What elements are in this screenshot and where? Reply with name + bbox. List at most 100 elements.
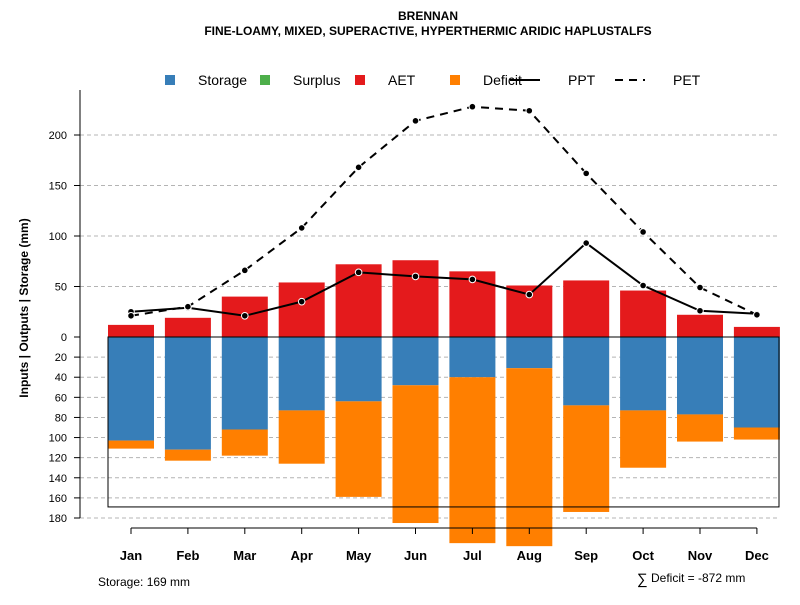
y-tick-label: 140	[49, 473, 67, 485]
storage-bar	[449, 337, 496, 378]
pet-point	[753, 310, 761, 319]
aet-bar	[392, 260, 439, 337]
storage-bar	[733, 337, 780, 428]
storage-bar	[108, 337, 154, 441]
storage-note: Storage: 169 mm	[98, 575, 190, 589]
deficit-bar	[677, 414, 723, 442]
pet-line	[130, 105, 758, 317]
ppt-point	[582, 239, 591, 247]
legend-swatch	[260, 75, 270, 85]
chart-title: BRENNAN	[398, 9, 458, 23]
x-tick-label: Feb	[176, 548, 199, 563]
y-tick-label: 40	[55, 372, 67, 384]
pet-point	[639, 228, 647, 236]
pet-point	[354, 163, 363, 172]
legend-label: AET	[388, 72, 416, 88]
x-tick-label: Apr	[291, 548, 313, 563]
storage-bar	[620, 337, 667, 411]
legend-swatch	[355, 75, 365, 85]
y-tick-label: 120	[49, 453, 67, 465]
chart-subtitle: FINE-LOAMY, MIXED, SUPERACTIVE, HYPERTHE…	[204, 24, 651, 38]
y-tick-label: 20	[55, 352, 67, 364]
ppt-point	[696, 306, 704, 315]
deficit-bar	[449, 377, 496, 544]
storage-bar	[164, 337, 211, 450]
y-axis-label: Inputs | Outputs | Storage (mm)	[17, 218, 31, 397]
ppt-point	[297, 297, 306, 306]
y-tick-label: 160	[49, 493, 67, 505]
ppt-point	[468, 275, 477, 284]
y-tick-label: 60	[55, 392, 67, 404]
deficit-bar	[733, 427, 780, 440]
pet-point	[127, 311, 135, 320]
storage-capacity-box	[107, 336, 780, 508]
x-tick-label: Jan	[120, 548, 142, 563]
deficit-bar	[335, 401, 382, 497]
x-tick-label: Aug	[517, 548, 542, 563]
ppt-line	[130, 241, 757, 317]
axes: 0 50 100 150 200 20 40 60 80 100 120 140 160 180 Jan Fe…	[49, 90, 769, 563]
y-tick-label: 150	[49, 181, 67, 193]
x-tick-label: Oct	[632, 548, 654, 563]
legend: Storage Surplus AET Deficit PPT PET	[165, 72, 701, 88]
pet-point	[525, 106, 534, 115]
aet-bar	[278, 282, 325, 337]
storage-bar	[335, 337, 382, 402]
y-tick-label: 180	[49, 513, 67, 525]
y-tick-label: 0	[61, 332, 67, 344]
legend-label: PET	[673, 72, 701, 88]
deficit-bar	[392, 385, 439, 524]
storage-bar	[506, 337, 553, 369]
legend-label: PPT	[568, 72, 596, 88]
ppt-point	[525, 290, 534, 299]
y-tick-label: 100	[49, 433, 67, 445]
legend-label: Surplus	[293, 72, 340, 88]
ppt-point	[241, 311, 249, 320]
bars	[107, 260, 780, 547]
storage-bar	[677, 337, 723, 415]
pet-point	[582, 169, 591, 178]
deficit-bar	[506, 368, 553, 547]
pet-point	[241, 266, 249, 275]
deficit-bar	[221, 429, 268, 456]
x-tick-label: Nov	[688, 548, 713, 563]
storage-bar	[563, 337, 610, 406]
aet-bar	[164, 317, 211, 337]
x-tick-label: Jul	[463, 548, 482, 563]
pet-point	[696, 283, 704, 292]
legend-label: Storage	[198, 72, 247, 88]
storage-bar	[278, 337, 325, 411]
storage-bar	[392, 337, 439, 386]
legend-swatch	[450, 75, 460, 85]
ppt-point	[411, 272, 420, 281]
y-tick-label: 50	[55, 282, 67, 294]
deficit-bar	[563, 405, 610, 512]
deficit-bar	[108, 440, 154, 449]
ppt-point	[354, 268, 363, 277]
deficit-bar	[164, 449, 211, 461]
aet-bar	[563, 280, 610, 337]
y-tick-label: 100	[49, 231, 67, 243]
aet-bar	[620, 290, 667, 337]
deficit-bar	[620, 410, 667, 468]
ppt-point	[639, 281, 647, 290]
x-tick-label: Mar	[233, 548, 256, 563]
x-tick-label: May	[346, 548, 372, 563]
y-tick-label: 200	[49, 130, 67, 142]
pet-point	[297, 224, 306, 232]
y-tick-label: 80	[55, 412, 67, 424]
deficit-note: Deficit = -872 mm	[651, 571, 745, 585]
storage-bar	[221, 337, 268, 430]
pet-point	[411, 117, 420, 125]
legend-swatch	[165, 75, 175, 85]
legend-label: Deficit	[483, 72, 522, 88]
x-tick-label: Sep	[574, 548, 598, 563]
deficit-bar	[278, 410, 325, 464]
aet-bar	[733, 326, 780, 337]
aet-bar	[108, 324, 154, 337]
series-lines	[127, 102, 761, 320]
x-tick-label: Jun	[404, 548, 427, 563]
aet-bar	[677, 314, 723, 337]
x-tick-label: Dec	[745, 548, 769, 563]
